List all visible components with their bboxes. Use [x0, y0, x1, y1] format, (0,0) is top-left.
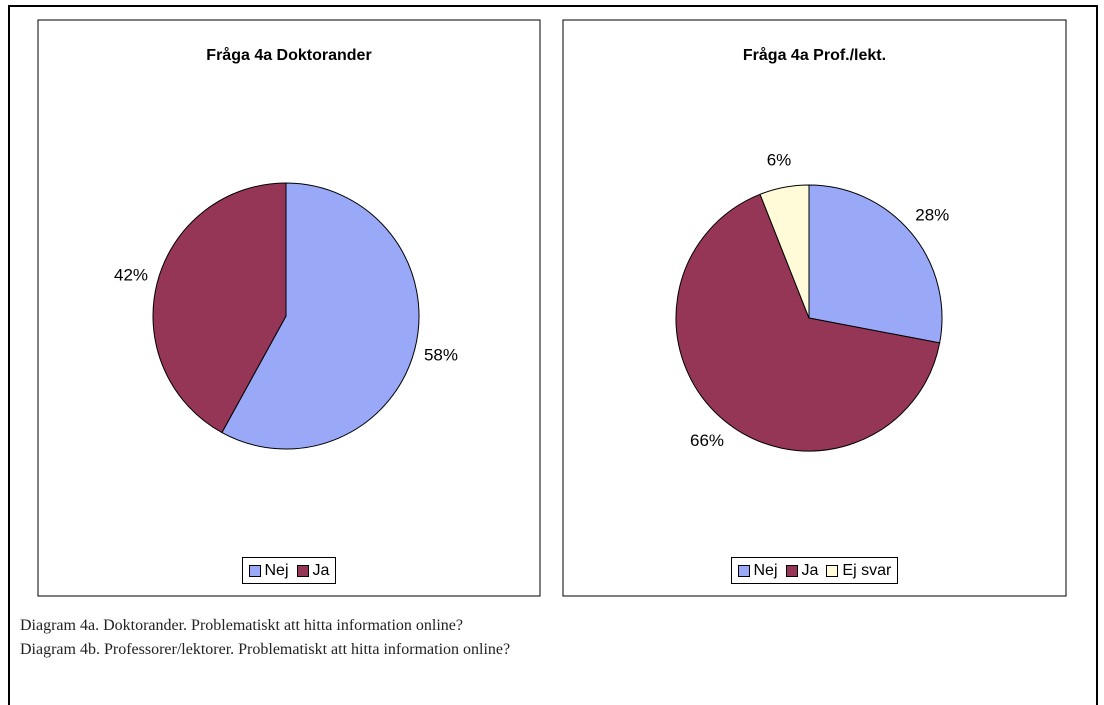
legend-swatch	[785, 564, 798, 577]
legend-swatch	[826, 564, 839, 577]
pie-slice	[759, 184, 810, 319]
legend-item: Ja	[296, 561, 330, 580]
legend-swatch	[248, 564, 261, 577]
pie-slice	[152, 182, 287, 434]
data-label: 58%	[424, 345, 458, 364]
legend-label: Ja	[312, 561, 330, 579]
chart-title: Fråga 4a Doktorander	[206, 46, 371, 64]
chart-title: Fråga 4a Prof./lekt.	[743, 46, 886, 64]
data-label: 6%	[767, 150, 792, 169]
caption: Diagram 4b. Professorer/lektorer. Proble…	[20, 641, 511, 658]
data-label: 66%	[690, 431, 724, 450]
data-label: 28%	[915, 205, 949, 224]
caption: Diagram 4a. Doktorander. Problematiskt a…	[20, 617, 463, 634]
pie-slice	[221, 182, 420, 450]
legend-swatch	[737, 564, 750, 577]
legend-item: Nej	[737, 561, 778, 580]
data-label: 42%	[114, 266, 148, 285]
legend-item: Nej	[248, 561, 289, 580]
legend-label: Nej	[264, 561, 289, 579]
legend: Nej Ja	[241, 557, 337, 584]
legend-swatch	[296, 564, 309, 577]
pie-slice	[675, 193, 941, 452]
legend-label: Nej	[753, 561, 778, 579]
document-frame	[8, 5, 1098, 705]
legend-item: Ej svar	[826, 562, 891, 580]
pie-slice	[808, 184, 943, 344]
legend-label: Ej svar	[842, 561, 892, 579]
legend-item: Ja	[785, 561, 819, 580]
legend-label: Ja	[801, 561, 819, 579]
legend: Nej Ja Ej svar	[730, 557, 899, 584]
